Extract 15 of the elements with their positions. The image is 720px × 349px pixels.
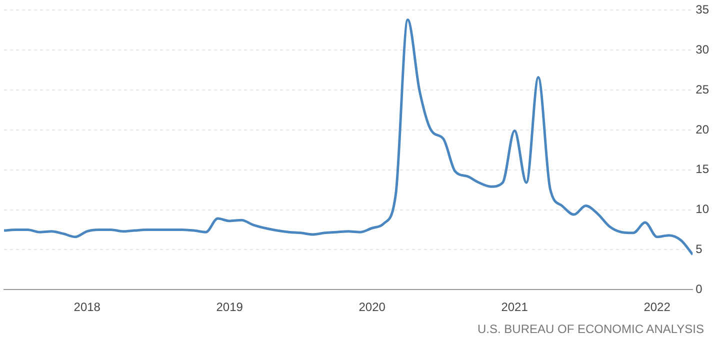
x-tick-label: 2019 — [216, 300, 244, 314]
y-tick-label: 20 — [696, 122, 710, 136]
text: U.S. BUREAU OF ECONOMIC ANALYSIS — [476, 322, 705, 336]
y-tick-label: 30 — [696, 42, 710, 56]
x-tick-label: 2018 — [74, 300, 101, 314]
y-tick-label: 25 — [696, 82, 710, 96]
x-tick-label: 2021 — [501, 300, 528, 314]
y-tick-label: 15 — [696, 162, 710, 176]
y-tick-label: 5 — [696, 242, 703, 256]
y-tick-label: 35 — [696, 2, 710, 17]
x-tick-label: 2022 — [644, 300, 671, 314]
y-tick-label: 10 — [696, 202, 710, 216]
y-tick-label: 0 — [696, 282, 703, 296]
line-series — [4, 18, 693, 256]
x-tick-label: 2020 — [358, 300, 386, 314]
